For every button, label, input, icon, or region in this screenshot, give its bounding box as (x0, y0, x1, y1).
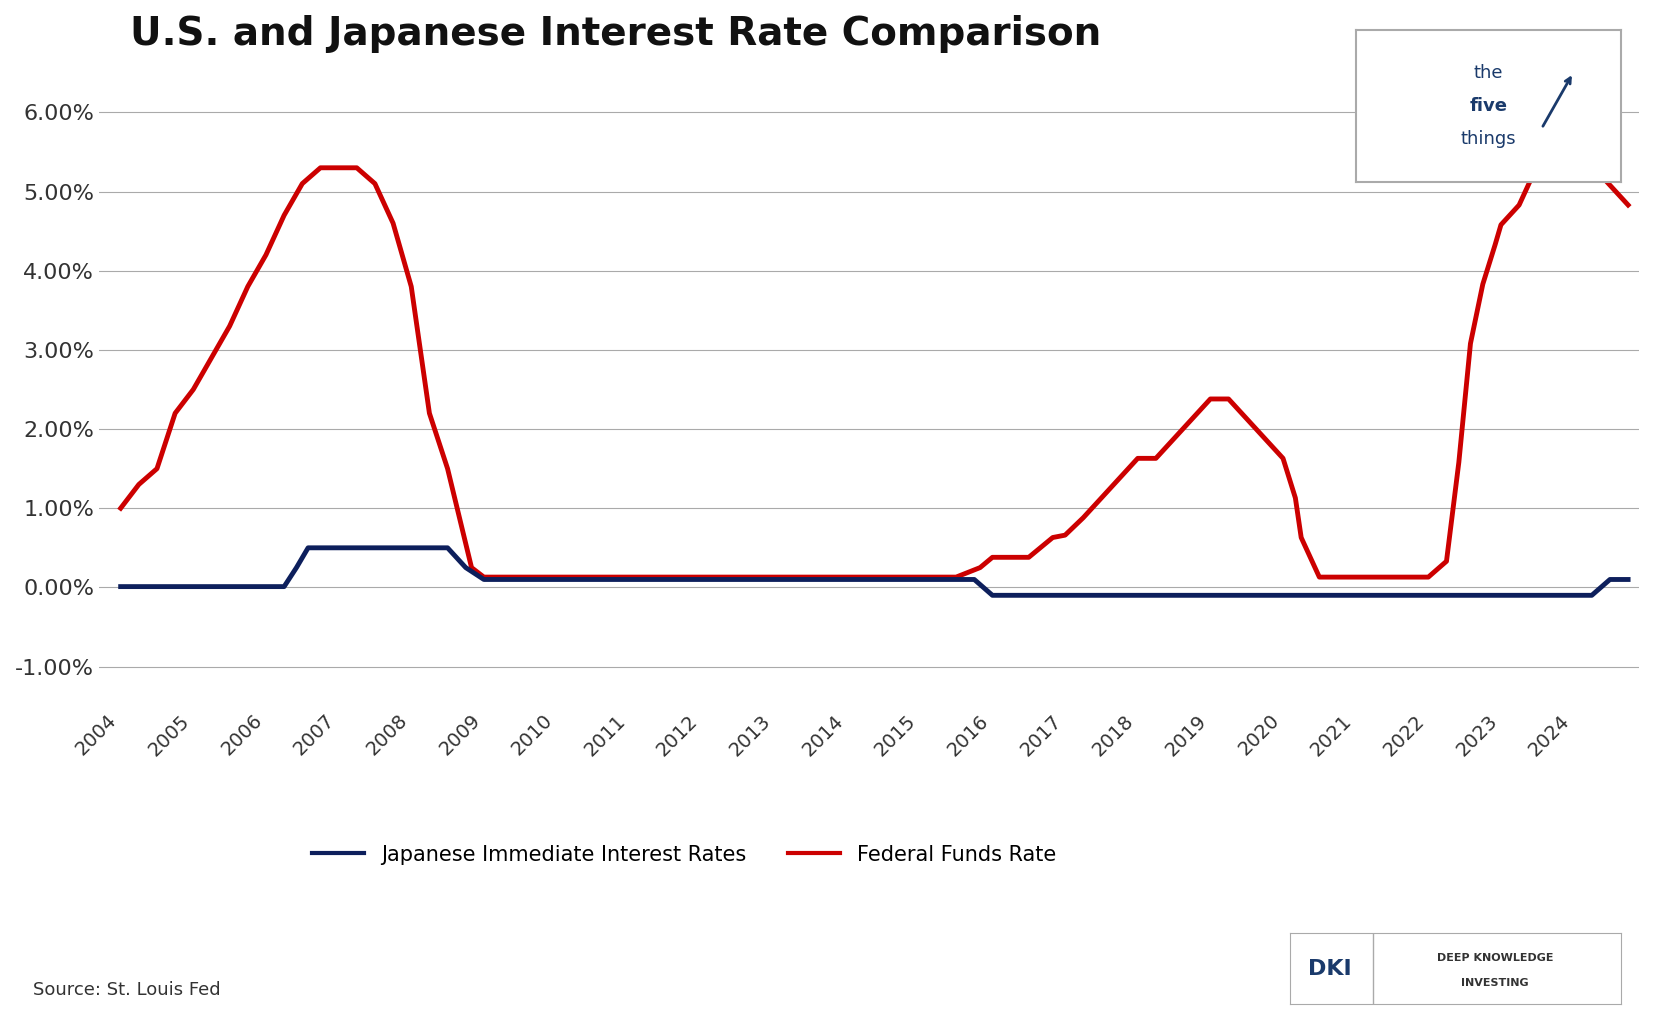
Federal Funds Rate (111, 502, 131, 515)
Text: U.S. and Japanese Interest Rate Comparison: U.S. and Japanese Interest Rate Comparis… (129, 15, 1102, 53)
Text: the: the (1474, 64, 1503, 82)
Federal Funds Rate (1527, 159, 1546, 172)
Text: things: things (1460, 130, 1517, 148)
Line: Federal Funds Rate: Federal Funds Rate (121, 165, 1628, 577)
Federal Funds Rate (366, 178, 385, 190)
Japanese Immediate Interest Rates (873, 573, 893, 585)
Federal Funds Rate (582, 571, 602, 583)
Japanese Immediate Interest Rates (637, 573, 657, 585)
Text: Source: St. Louis Fed: Source: St. Louis Fed (33, 981, 220, 999)
Japanese Immediate Interest Rates (982, 589, 1002, 601)
Japanese Immediate Interest Rates (366, 542, 385, 554)
Line: Japanese Immediate Interest Rates: Japanese Immediate Interest Rates (121, 548, 1628, 595)
Text: DKI: DKI (1308, 959, 1351, 979)
Japanese Immediate Interest Rates (582, 573, 602, 585)
Japanese Immediate Interest Rates (564, 573, 584, 585)
Federal Funds Rate (1383, 571, 1403, 583)
Text: DEEP KNOWLEDGE: DEEP KNOWLEDGE (1437, 954, 1553, 963)
Legend: Japanese Immediate Interest Rates, Federal Funds Rate: Japanese Immediate Interest Rates, Feder… (304, 836, 1064, 873)
Text: five: five (1470, 97, 1507, 115)
Federal Funds Rate (475, 571, 495, 583)
Japanese Immediate Interest Rates (1563, 589, 1583, 601)
Text: INVESTING: INVESTING (1462, 978, 1528, 988)
Federal Funds Rate (1618, 199, 1637, 211)
Japanese Immediate Interest Rates (1618, 573, 1637, 585)
Federal Funds Rate (910, 571, 930, 583)
Federal Funds Rate (782, 571, 802, 583)
Japanese Immediate Interest Rates (298, 542, 318, 554)
Japanese Immediate Interest Rates (111, 580, 131, 592)
Federal Funds Rate (461, 562, 481, 574)
